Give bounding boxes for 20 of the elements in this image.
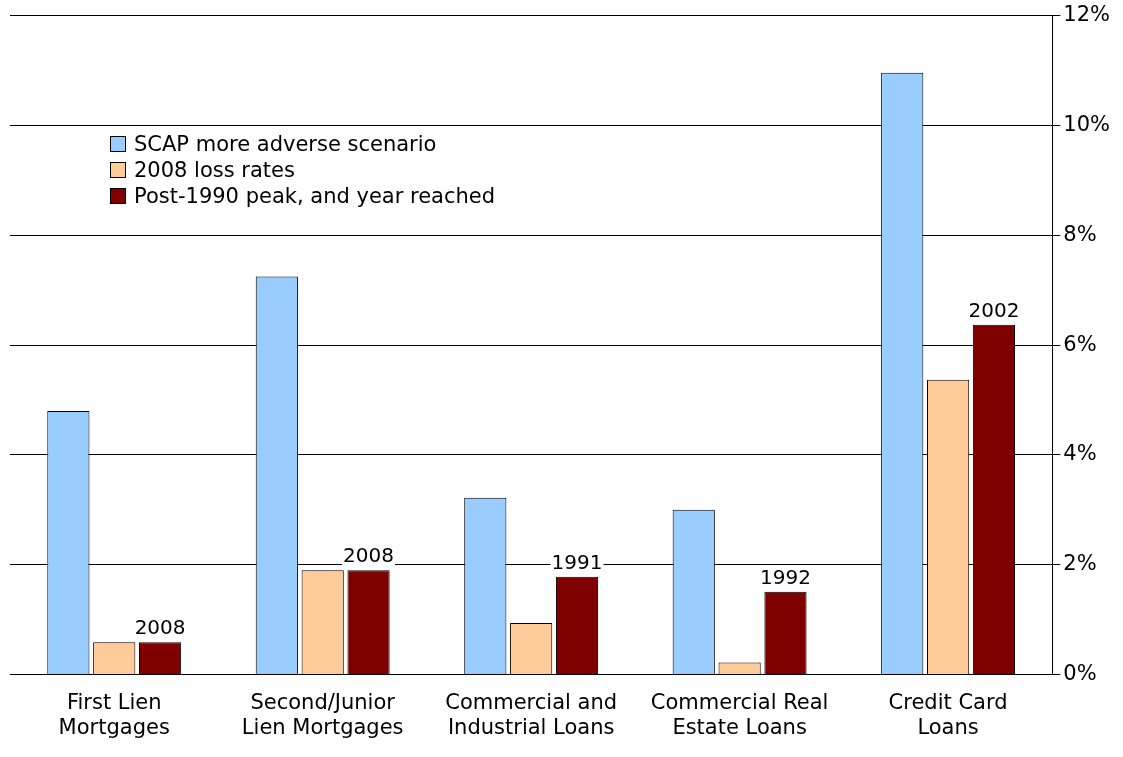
legend-label: SCAP more adverse scenario [134,130,437,157]
annotation: 2008 [134,615,186,640]
legend-label: Post-1990 peak, and year reached [134,182,496,209]
annotation: 2008 [343,543,395,568]
annotation: 1992 [760,564,811,589]
x-tick-label: Commercial Real Estate Loans [650,689,829,739]
y-tick-label: 0% [1063,661,1097,686]
x-tick-label: First Lien Mortgages [58,689,170,739]
x-tick-label: Credit Card Loans [888,689,1008,739]
y-tick-label: 2% [1063,551,1097,576]
y-tick-label: 4% [1063,441,1097,466]
y-tick-label: 12% [1063,2,1111,27]
y-tick-label: 10% [1063,111,1111,136]
annotation: 1991 [551,550,603,575]
x-tick-label: Commercial and Industrial Loans [445,689,618,739]
annotation: 2002 [968,297,1020,322]
y-tick-label: 6% [1063,331,1097,356]
x-tick-label: Second/Junior Lien Mortgages [241,689,404,739]
y-tick-label: 8% [1063,221,1097,246]
legend-label: 2008 loss rates [134,156,295,183]
